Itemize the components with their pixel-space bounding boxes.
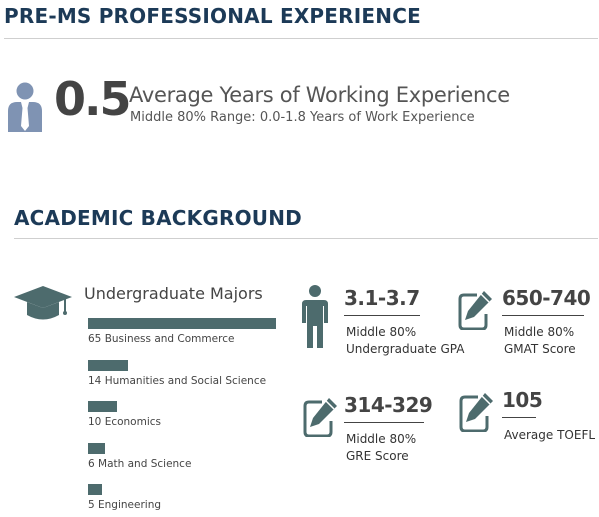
gpa-label: Middle 80% Undergraduate GPA — [346, 325, 465, 356]
stat-underline — [502, 417, 536, 418]
pencil-note-icon — [458, 392, 494, 432]
pencil-note-icon — [302, 397, 338, 437]
gpa-value: 3.1-3.7 — [344, 286, 420, 310]
avg-years-label: Average Years of Working Experience — [129, 83, 510, 107]
person-icon — [6, 82, 44, 132]
major-bar-business — [88, 318, 276, 329]
major-label-business: 65 Business and Commerce — [88, 333, 235, 345]
section-title-prems: PRE-MS PROFESSIONAL EXPERIENCE — [4, 4, 421, 28]
major-bar-math-science — [88, 443, 105, 454]
toefl-value: 105 — [502, 388, 543, 412]
stat-underline — [502, 315, 584, 316]
stat-underline — [344, 422, 424, 423]
person-icon — [302, 285, 328, 349]
gmat-label: Middle 80% GMAT Score — [504, 325, 576, 356]
major-label-economics: 10 Economics — [88, 416, 161, 428]
major-bar-economics — [88, 401, 117, 412]
toefl-label: Average TOEFL — [504, 428, 596, 442]
major-label-engineering: 5 Engineering — [88, 499, 162, 511]
major-label-math-science: 6 Math and Science — [88, 458, 192, 470]
gre-label: Middle 80% GRE Score — [346, 432, 417, 463]
section-divider — [4, 38, 598, 39]
gmat-value: 650-740 — [502, 286, 591, 310]
major-bar-humanities — [88, 360, 128, 371]
avg-years-value: 0.5 — [54, 72, 131, 126]
major-bar-engineering — [88, 484, 102, 495]
section-title-academic: ACADEMIC BACKGROUND — [14, 206, 302, 230]
stat-underline — [344, 315, 420, 316]
gre-value: 314-329 — [344, 393, 433, 417]
section-divider — [14, 238, 598, 239]
graduation-cap-icon — [14, 286, 72, 322]
major-label-humanities: 14 Humanities and Social Science — [88, 375, 267, 387]
majors-title: Undergraduate Majors — [84, 284, 263, 303]
pencil-note-icon — [457, 290, 493, 330]
experience-range-label: Middle 80% Range: 0.0-1.8 Years of Work … — [130, 110, 475, 125]
